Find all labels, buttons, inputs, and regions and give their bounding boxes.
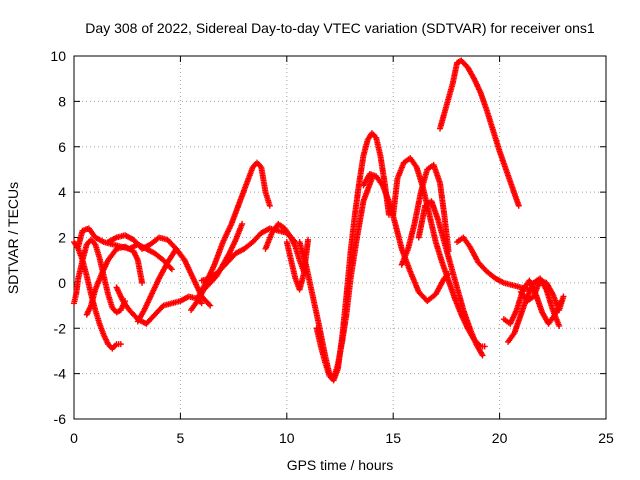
data-point	[207, 302, 214, 309]
axis-ticks: 0 5 10 15 20 25 -6 -4 -2 0 2 4 6 8 10	[50, 48, 614, 446]
series-arc-t	[454, 234, 533, 293]
data-point	[139, 279, 146, 286]
series-arc-s	[437, 57, 522, 209]
y-tick-label: 6	[58, 139, 66, 155]
x-tick-label: 5	[177, 430, 185, 446]
x-tick-label: 10	[279, 430, 295, 446]
y-tick-label: 8	[58, 93, 66, 109]
data-point	[556, 322, 563, 329]
data-point	[205, 301, 212, 308]
data-point	[266, 202, 273, 209]
data-point	[198, 300, 205, 307]
y-tick-label: -2	[54, 320, 67, 336]
data-point	[168, 266, 175, 273]
y-axis-label: SDTVAR / TECUs	[5, 182, 21, 294]
series-arc-f	[113, 284, 205, 327]
data-point	[560, 293, 567, 300]
x-tick-label: 0	[70, 430, 78, 446]
data-point	[117, 341, 124, 348]
series-arc-k	[262, 220, 307, 275]
data-markers	[71, 57, 567, 384]
y-tick-label: 2	[58, 230, 66, 246]
series-arc-i	[194, 159, 273, 302]
x-axis-label: GPS time / hours	[287, 457, 394, 473]
data-point	[305, 236, 312, 243]
series-arc-r	[415, 198, 486, 359]
data-point	[239, 220, 246, 227]
y-tick-label: -4	[54, 366, 67, 382]
chart-title: Day 308 of 2022, Sidereal Day-to-day VTE…	[85, 20, 595, 36]
series-arc-d	[83, 243, 146, 318]
x-tick-label: 25	[598, 430, 614, 446]
data-point	[515, 202, 522, 209]
series-arc-j	[198, 225, 299, 284]
series-arc-q	[398, 161, 452, 268]
x-tick-label: 20	[492, 430, 508, 446]
y-tick-label: 10	[50, 48, 66, 64]
series-arc-m	[296, 175, 375, 382]
x-tick-label: 15	[385, 430, 401, 446]
y-tick-label: 0	[58, 275, 66, 291]
series-arc-g	[134, 245, 214, 325]
y-tick-label: -6	[54, 411, 67, 427]
data-point	[481, 343, 488, 350]
data-point	[479, 352, 486, 359]
data-point	[167, 264, 174, 271]
y-tick-label: 4	[58, 184, 66, 200]
series-arc-w	[517, 277, 567, 314]
